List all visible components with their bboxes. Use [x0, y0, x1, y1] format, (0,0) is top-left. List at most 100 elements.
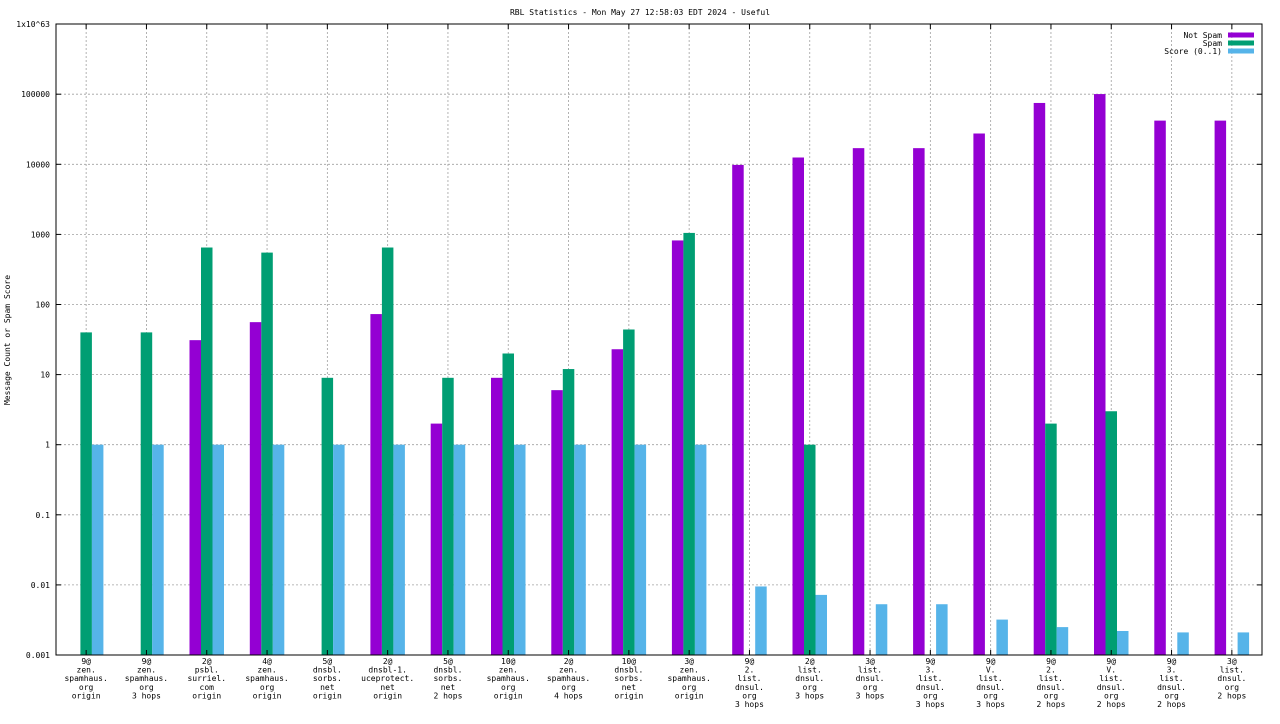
bar-spam	[1105, 411, 1117, 655]
x-tick-label-line: com	[200, 683, 215, 692]
x-tick-label-line: 5@	[323, 657, 333, 666]
x-tick-label-line: 9@	[1167, 657, 1177, 666]
x-tick-label-line: 4 hops	[554, 691, 583, 700]
x-tick-label-line: 2@	[202, 657, 212, 666]
x-tick-label-line: 2 hops	[1217, 691, 1246, 700]
x-tick-label: 5@ dnsbl. sorbs. net 2 hops	[433, 657, 462, 700]
x-tick-label-line: dnsbl.	[313, 666, 342, 675]
x-tick-label-line: dnsbl.	[614, 666, 643, 675]
bar-spam	[201, 247, 213, 655]
x-tick-label-line: spamhaus.	[667, 674, 710, 683]
bar-not-spam	[249, 322, 262, 655]
x-tick-label-line: 2 hops	[433, 691, 462, 700]
x-tick-label-line: dnsul.	[795, 674, 824, 683]
x-tick-label-line: spamhaus.	[487, 674, 530, 683]
x-tick-label-line: list.	[1099, 674, 1123, 683]
x-tick-label-line: origin	[313, 691, 342, 700]
x-tick-label-line: 3 hops	[856, 691, 885, 700]
x-tick-label-line: org	[1044, 691, 1059, 700]
x-tick-label-line: sorbs.	[433, 674, 462, 683]
bar-score-0-1	[875, 604, 888, 655]
bar-score-0-1	[91, 444, 104, 655]
x-tick-label-line: dnsbl-1.	[368, 666, 407, 675]
bar-not-spam	[189, 340, 201, 655]
x-tick-label-line: 4@	[262, 657, 272, 666]
x-tick-label-line: origin	[494, 691, 523, 700]
y-axis-label: Message Count or Spam Score	[3, 275, 12, 405]
x-tick-label: 5@ dnsbl. sorbs. net origin	[313, 657, 342, 700]
y-tick-label: 1	[45, 441, 50, 450]
bar-not-spam	[732, 164, 744, 656]
x-tick-label-line: list.	[1160, 674, 1184, 683]
x-tick-label-line: spamhaus.	[64, 674, 107, 683]
bar-score-0-1	[333, 444, 345, 655]
x-tick-label-line: zen.	[257, 666, 276, 675]
y-tick-label: 1x10^63	[16, 20, 50, 29]
x-tick-label: 9@ V. list. dnsul. org 3 hops	[976, 657, 1005, 709]
bar-spam	[80, 332, 92, 655]
x-tick-label-line: list.	[918, 674, 942, 683]
x-tick-label-line: 9@	[986, 657, 996, 666]
bar-score-0-1	[453, 444, 466, 655]
x-tick-label: 9@ 3. list. dnsul. org 2 hops	[1157, 657, 1186, 709]
x-tick-label-line: 5@	[443, 657, 453, 666]
bar-score-0-1	[272, 444, 285, 655]
bar-score-0-1	[152, 444, 164, 655]
bar-not-spam	[852, 148, 865, 656]
bar-not-spam	[430, 423, 443, 655]
y-tick-label: 100000	[21, 90, 50, 99]
x-tick-label-line: dnsul.	[1036, 683, 1065, 692]
x-tick-label: 3@ list. dnsul. org 3 hops	[856, 657, 885, 700]
x-tick-label-line: list.	[858, 666, 882, 675]
bars	[80, 94, 1250, 656]
x-tick-label-line: uceprotect.	[361, 674, 414, 683]
bar-score-0-1	[634, 444, 647, 655]
x-tick-label-line: V.	[1106, 666, 1116, 675]
chart-title: RBL Statistics - Mon May 27 12:58:03 EDT…	[510, 8, 770, 17]
x-tick-label-line: zen.	[499, 666, 518, 675]
x-tick-label-line: org	[983, 691, 998, 700]
x-tick-label: 4@ zen. spamhaus. org origin	[245, 657, 288, 700]
x-tick-label: 2@ psbl. surriel. com origin	[187, 657, 226, 700]
x-tick-label-line: spamhaus.	[547, 674, 590, 683]
bar-spam	[623, 329, 635, 655]
x-tick-label-line: org	[923, 691, 938, 700]
x-tick-label-line: dnsul.	[976, 683, 1005, 692]
x-tick-label-line: net	[320, 683, 335, 692]
bar-not-spam	[551, 390, 563, 655]
x-tick-label-line: list.	[979, 674, 1003, 683]
x-tick-label-line: org	[260, 683, 275, 692]
y-tick-label: 10	[40, 371, 50, 380]
x-tick-label-line: org	[561, 683, 576, 692]
axis-ticks: 0.001 0.01 0.1 1 10 100 1000 10000 100000 1x10^63	[16, 20, 1262, 660]
bar-score-0-1	[1117, 630, 1129, 655]
x-tick-label-line: dnsul.	[856, 674, 885, 683]
x-tick-label-line: 3 hops	[976, 700, 1005, 709]
y-tick-label: 1000	[31, 230, 50, 239]
x-tick-label: 9@ zen. spamhaus. org origin	[64, 657, 107, 700]
bar-spam	[442, 377, 454, 655]
x-tick-label: 2@ list. dnsul. org 3 hops	[795, 657, 824, 700]
x-tick-label-line: 3 hops	[735, 700, 764, 709]
x-tick-label-line: net	[380, 683, 395, 692]
x-tick-label-line: org	[501, 683, 516, 692]
x-tick-label: 9@ zen. spamhaus. org 3 hops	[125, 657, 168, 700]
x-tick-label-line: zen.	[559, 666, 578, 675]
x-tick-label-line: 2 hops	[1157, 700, 1186, 709]
x-tick-label-line: org	[79, 683, 94, 692]
x-tick-label-line: origin	[675, 691, 704, 700]
x-tick-label: 9@ 2. list. dnsul. org 2 hops	[1036, 657, 1065, 709]
x-tick-label-line: dnsul.	[1157, 683, 1186, 692]
bar-spam	[381, 247, 394, 655]
x-tick-label-line: zen.	[77, 666, 96, 675]
bar-score-0-1	[514, 444, 526, 655]
x-tick-label-line: org	[1225, 683, 1240, 692]
x-tick-label-line: 9@	[81, 657, 91, 666]
legend-swatch	[1228, 32, 1254, 38]
bar-score-0-1	[1056, 627, 1069, 655]
x-tick-label-line: 10@	[501, 657, 516, 666]
x-tick-label-line: surriel.	[187, 674, 226, 683]
x-tick-label-line: org	[742, 691, 757, 700]
